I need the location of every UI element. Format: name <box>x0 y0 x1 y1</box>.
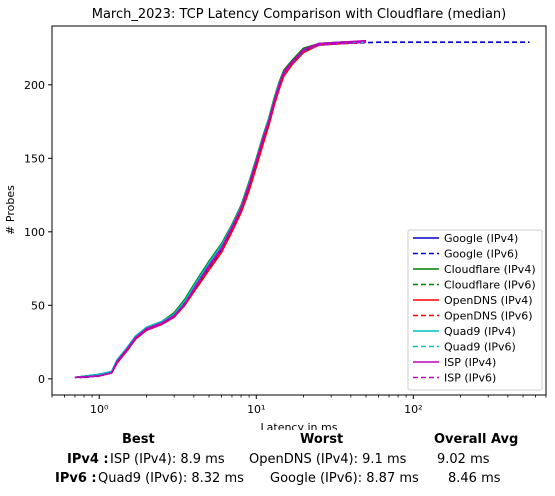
y-axis: 0 50 100 150 200 <box>24 79 52 386</box>
y-tick-label: 0 <box>38 373 45 386</box>
summary-avg-ipv6: 8.46 ms <box>448 471 501 486</box>
summary-worst-ipv6: Google (IPv6): 8.87 ms <box>270 471 419 486</box>
y-tick-label: 200 <box>24 79 45 92</box>
summary-header-avg: Overall Avg <box>434 432 519 447</box>
x-tick-label: 10² <box>404 403 422 416</box>
legend-box <box>407 229 543 391</box>
summary-best-ipv6: Quad9 (IPv6): 8.32 ms <box>98 471 244 486</box>
legend: Google (IPv4) Google (IPv6) Cloudflare (IP… <box>407 229 543 391</box>
y-tick-label: 150 <box>24 152 45 165</box>
legend-label: OpenDNS (IPv4) <box>444 294 533 307</box>
x-axis: 10⁰ 10¹ 10² <box>51 395 547 416</box>
y-tick-label: 50 <box>31 299 45 312</box>
legend-label: Google (IPv4) <box>444 232 518 245</box>
legend-label: ISP (IPv6) <box>444 372 496 385</box>
summary-best-ipv4: ISP (IPv4): 8.9 ms <box>110 452 225 467</box>
legend-label: Quad9 (IPv6) <box>444 341 516 354</box>
summary-worst-ipv4: OpenDNS (IPv4): 9.1 ms <box>249 452 407 467</box>
chart-title: March_2023: TCP Latency Comparison with … <box>92 7 507 22</box>
latency-cdf-chart: March_2023: TCP Latency Comparison with … <box>4 7 547 430</box>
y-axis-label: # Probes <box>4 185 17 235</box>
legend-label: Cloudflare (IPv6) <box>444 279 536 292</box>
series-line-isp-ipv6 <box>79 41 367 379</box>
legend-label: Cloudflare (IPv4) <box>444 263 536 276</box>
legend-label: ISP (IPv4) <box>444 356 496 369</box>
legend-label: Quad9 (IPv4) <box>444 325 516 338</box>
summary-avg-ipv4: 9.02 ms <box>437 452 490 467</box>
summary-row-label-ipv4: IPv4 : <box>67 452 109 467</box>
series-lines <box>74 39 530 379</box>
x-tick-label: 10⁰ <box>90 403 109 416</box>
summary-header-worst: Worst <box>300 432 344 447</box>
y-tick-label: 100 <box>24 226 45 239</box>
legend-label: OpenDNS (IPv6) <box>444 310 533 323</box>
x-axis-label: Latency in ms <box>261 421 338 430</box>
summary-row-label-ipv6: IPv6 : <box>55 471 97 486</box>
x-tick-label: 10¹ <box>247 403 265 416</box>
summary-header-best: Best <box>122 432 155 447</box>
legend-label: Google (IPv6) <box>444 248 518 261</box>
